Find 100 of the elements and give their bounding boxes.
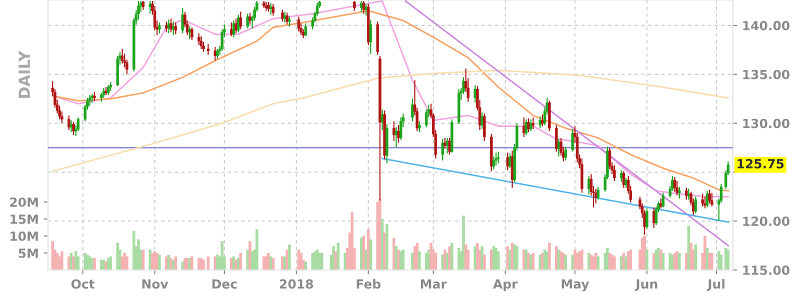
bar [444,250,446,270]
bar [320,252,324,270]
candlestick [555,124,558,152]
bar [288,244,291,270]
bar [430,242,432,270]
bar [202,260,205,270]
bar [386,224,388,270]
candlestick [106,84,110,96]
bar [300,252,302,270]
candlestick [304,22,308,37]
candlestick [506,152,509,171]
x-tick-label: Feb [356,279,381,289]
candlestick [190,26,194,41]
candlestick [72,122,75,136]
bar [580,250,584,270]
x-tick-label: Mar [420,279,447,289]
bar [554,246,558,270]
candlestick [492,156,496,170]
candlestick [392,120,396,142]
candlestick [557,138,560,158]
candlestick [353,0,356,12]
y-tick-label: 130.00 [743,118,790,128]
candlestick [232,20,236,38]
candlestick [483,112,486,142]
bar [574,250,576,270]
candlestick [494,152,498,166]
x-tick-label: Nov [142,279,168,289]
x-tick-label: 2018 [280,279,314,289]
candlestick [148,0,152,14]
candlestick [364,3,368,16]
candlestick [120,48,124,64]
candlestick [137,0,140,20]
candlestick [288,16,291,27]
y-tick-label: 135.00 [743,70,790,80]
candlestick [297,16,300,32]
candlestick [200,36,203,50]
candlestick [399,116,402,140]
candlestick [527,118,530,133]
candlestick [704,196,706,209]
bar [678,252,681,270]
candlestick [564,146,568,161]
bar [606,248,609,270]
bar [480,246,484,270]
candlestick [541,114,544,127]
candlestick [608,147,612,170]
candlestick [198,32,200,46]
y2-tick-label: 10M [10,231,38,241]
candlestick [706,190,709,208]
candlestick [248,12,252,26]
bar [548,242,551,270]
x-tick-label: Dec [212,279,237,289]
bar [190,256,194,270]
bar [51,241,54,270]
bar [350,212,354,270]
candlestick [394,126,398,148]
candlestick [532,116,535,130]
candlestick [246,13,250,29]
y2-tick-label: 15M [10,214,38,224]
candlestick [480,112,484,130]
candlestick [678,186,681,200]
bar [60,251,64,270]
bar [93,258,96,270]
bar [378,198,382,270]
candlestick [685,187,688,200]
x-tick-label: May [562,279,590,292]
candlestick [624,177,628,188]
bar [397,250,400,270]
candlestick [102,87,106,98]
candlestick [158,22,161,34]
candlestick [76,116,80,132]
candlestick [153,5,156,31]
x-tick-label: Jul [706,279,724,292]
candlestick [362,0,366,14]
candlestick [524,118,528,136]
bar [416,242,418,270]
x-tick-label: Jun [634,279,658,292]
candlestick [708,189,711,204]
candlestick [181,7,184,34]
bar [506,246,510,270]
bar [613,256,616,270]
y-tick-label: 120.00 [743,216,790,226]
candlestick [88,94,92,106]
y-tick-label: 140.00 [743,20,790,30]
candlestick [529,118,532,132]
bar [643,236,646,270]
candlestick [272,3,275,16]
candlestick [571,128,574,152]
text: DAILY [18,50,30,98]
bar [690,242,692,270]
candlestick [538,116,542,129]
candlestick [496,151,500,164]
candlestick [68,114,70,131]
bar [646,250,648,270]
line-series [52,70,729,172]
candlestick [397,124,400,144]
bar [126,256,128,270]
candlestick [234,18,238,34]
candlestick [418,120,421,133]
candlestick [369,19,372,54]
y-tick-label: 115.00 [743,265,790,275]
